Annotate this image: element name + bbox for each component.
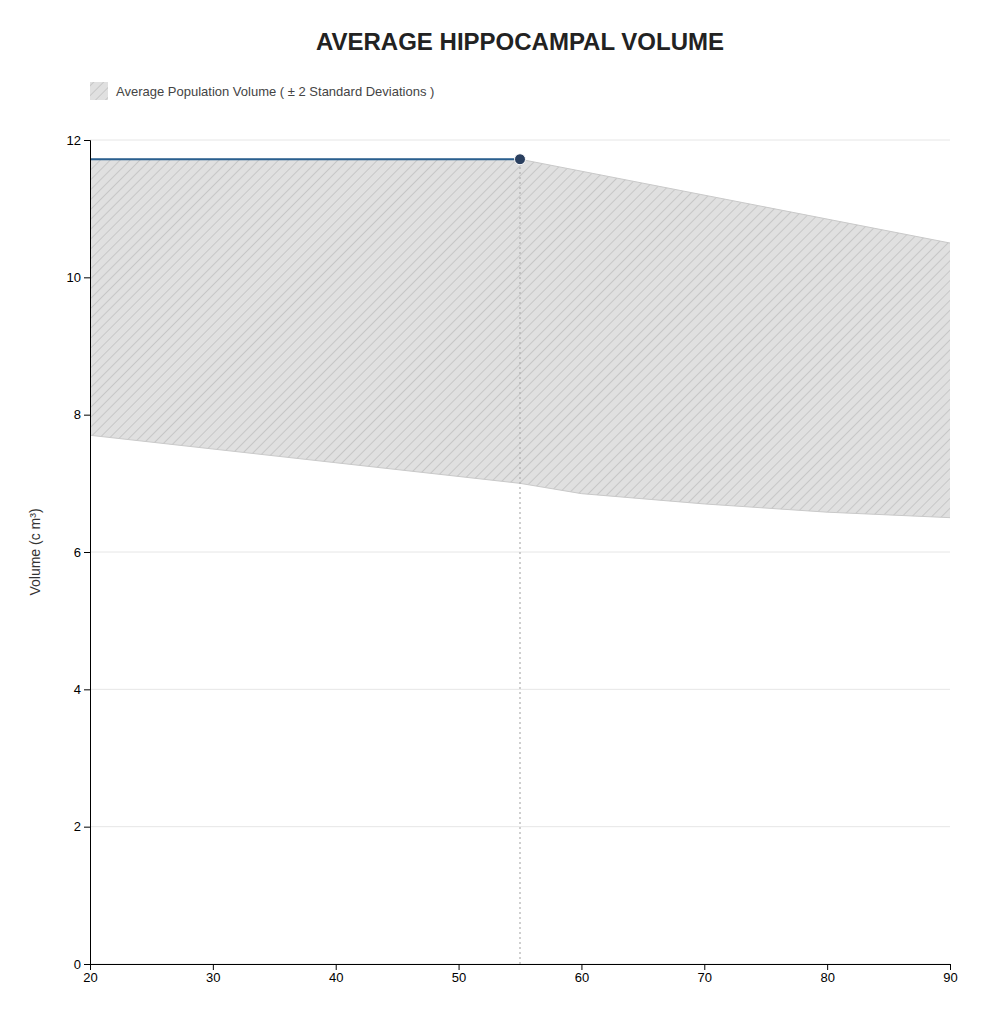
x-tick: 70: [698, 964, 712, 985]
y-tick: 0: [74, 957, 90, 972]
legend-swatch: [90, 82, 108, 100]
chart: 20 30 40 50 60 70 80 90 0 2 4 6 8 10 12 Volume (c m³) AV…: [0, 0, 990, 1024]
y-tick: 8: [74, 407, 90, 422]
grid-line: [90, 140, 950, 141]
y-tick: 4: [74, 682, 90, 697]
x-tick: 20: [83, 964, 97, 985]
y-tick-label: 10: [67, 270, 81, 285]
legend-item: Average Population Volume ( ± 2 Standard…: [90, 82, 434, 100]
y-tick-mark: [84, 552, 90, 553]
line: [519, 159, 520, 964]
x-axis-line: [91, 965, 951, 971]
x-tick: 90: [943, 964, 957, 985]
y-tick-label: 6: [74, 545, 81, 560]
x-tick-label: 70: [698, 970, 712, 985]
y-tick-mark: [84, 827, 90, 828]
y-axis-line: [84, 141, 91, 965]
x-tick-label: 40: [329, 970, 343, 985]
y-tick-mark: [84, 964, 90, 965]
x-tick: 40: [329, 964, 343, 985]
x-axis: 20 30 40 50 60 70 80 90: [83, 964, 957, 985]
title: AVERAGE HIPPOCAMPAL VOLUME: [316, 28, 724, 55]
x-tick-label: 60: [575, 970, 589, 985]
legend-label: Average Population Volume ( ± 2 Standard…: [116, 84, 434, 99]
x-tick: 50: [452, 964, 466, 985]
y-tick-label: 8: [74, 407, 81, 422]
x-tick-mark: [704, 964, 705, 970]
x-tick-mark: [336, 964, 337, 970]
y-tick-mark: [84, 689, 90, 690]
y-tick: 12: [67, 133, 90, 148]
x-tick-label: 90: [943, 970, 957, 985]
x-tick-mark: [950, 964, 951, 970]
legend: Average Population Volume ( ± 2 Standard…: [90, 82, 434, 100]
y-tick: 6: [74, 545, 90, 560]
line: [90, 159, 520, 964]
y-tick: 10: [67, 270, 90, 285]
x-tick-label: 50: [452, 970, 466, 985]
x-tick: 30: [206, 964, 220, 985]
x-tick-mark: [581, 964, 582, 970]
y-tick-label: 2: [74, 819, 81, 834]
x-tick-mark: [459, 964, 460, 970]
y-axis: 0 2 4 6 8 10 12: [67, 133, 91, 972]
x-tick: 60: [575, 964, 589, 985]
y-tick-label: 0: [74, 957, 81, 972]
grid: [90, 140, 950, 964]
point: [515, 154, 526, 165]
x-tick-label: 80: [820, 970, 834, 985]
x-tick: 80: [820, 964, 834, 985]
y-label: Volume (c m³): [27, 508, 43, 595]
y-tick-mark: [84, 140, 90, 141]
x-tick-label: 20: [83, 970, 97, 985]
marks: [90, 154, 950, 964]
y-tick: 2: [74, 819, 90, 834]
x-tick-mark: [213, 964, 214, 970]
y-tick-label: 12: [67, 133, 81, 148]
y-tick-label: 4: [74, 682, 81, 697]
plot-area: 20 30 40 50 60 70 80 90 0 2 4 6 8 10 12: [67, 133, 958, 986]
x-tick-mark: [827, 964, 828, 970]
x-tick-label: 30: [206, 970, 220, 985]
y-tick-mark: [84, 277, 90, 278]
band-edge: [90, 159, 950, 243]
y-tick-mark: [84, 415, 90, 416]
